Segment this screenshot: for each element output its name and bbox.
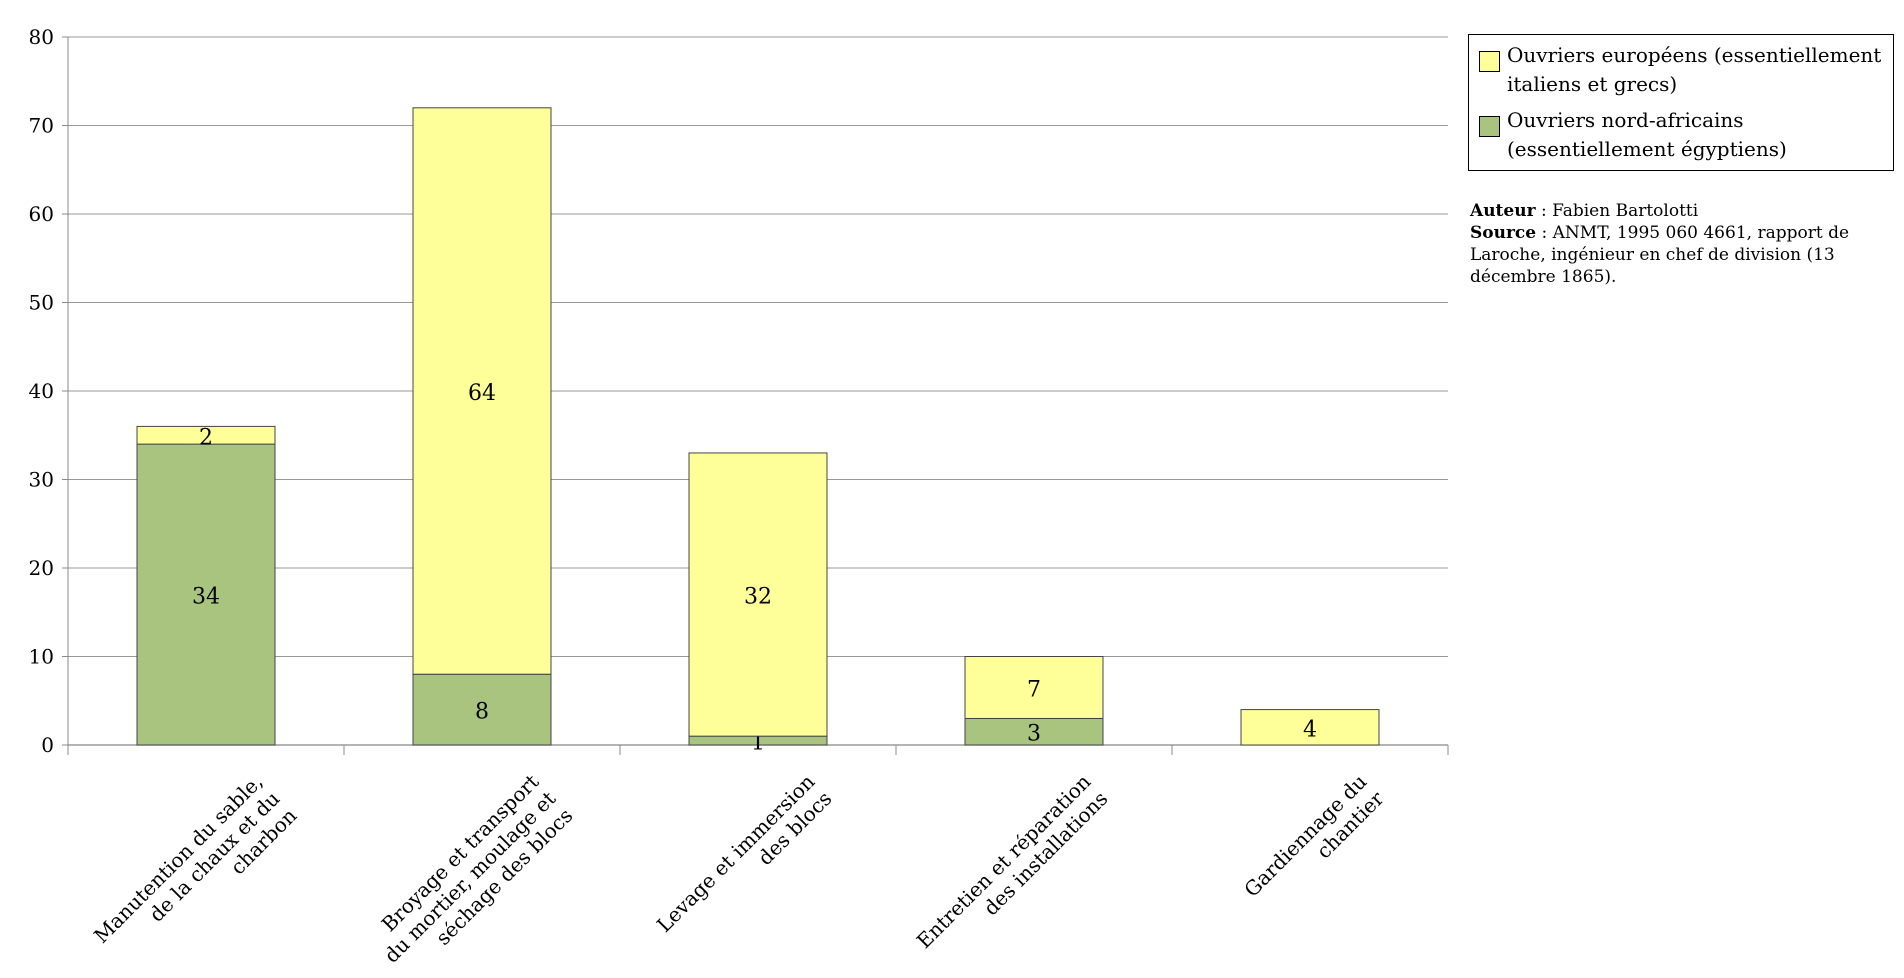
data-label-european-3: 7 (1027, 677, 1041, 702)
author-label: Auteur (1470, 201, 1536, 221)
data-label-north-african-2: 1 (751, 731, 765, 756)
source-label: Source (1470, 223, 1537, 243)
x-category-label-3: Entretien et réparationdes installations (912, 769, 1113, 970)
legend: Ouvriers européens (essentiellement ital… (1468, 34, 1894, 171)
x-category-label-2: Levage et immersiondes blocs (652, 769, 837, 954)
y-tick-label-30: 30 (29, 468, 54, 492)
y-tick-label-0: 0 (41, 733, 54, 757)
x-category-label-line: Levage et immersion (652, 769, 820, 937)
author-value: : Fabien Bartolotti (1535, 201, 1699, 221)
bar-north-african-1 (412, 673, 552, 746)
data-label-european-4: 4 (1303, 717, 1317, 742)
data-label-european-0: 2 (199, 425, 213, 450)
y-tick-label-50: 50 (29, 291, 54, 315)
source-value: : ANMT, 1995 060 4661, rapport de Laroch… (1470, 223, 1850, 287)
x-category-label-line: du mortier, moulage et (379, 786, 560, 967)
data-label-north-african-0: 34 (192, 585, 220, 610)
y-tick-label-40: 40 (29, 379, 54, 403)
legend-label-north-african: Ouvriers nord-africains (essentiellement… (1507, 108, 1787, 161)
data-label-north-african-3: 3 (1027, 722, 1041, 747)
legend-swatch-north-african (1479, 116, 1500, 137)
bar-european-4 (1240, 709, 1380, 746)
legend-label-european: Ouvriers européens (essentiellement ital… (1507, 43, 1882, 96)
data-label-european-2: 32 (744, 585, 772, 610)
data-label-north-african-1: 8 (475, 700, 489, 725)
bar-european-1 (412, 107, 552, 675)
source-note: Auteur : Fabien Bartolotti Source : ANMT… (1470, 200, 1890, 288)
bar-european-2 (688, 452, 828, 737)
legend-item-european: Ouvriers européens (essentiellement ital… (1479, 41, 1892, 99)
y-tick-label-10: 10 (29, 645, 54, 669)
y-tick-label-20: 20 (29, 556, 54, 580)
x-category-label-0: Manutention du sable,de la chaux et duch… (89, 769, 301, 978)
y-tick-label-60: 60 (29, 202, 54, 226)
data-label-european-1: 64 (468, 381, 496, 406)
x-category-label-4: Gardiennage duchantier (1239, 769, 1388, 918)
y-tick-label-70: 70 (29, 114, 54, 138)
bar-european-3 (964, 656, 1104, 719)
x-category-label-line: Entretien et réparation (912, 769, 1096, 953)
y-tick-label-80: 80 (29, 25, 54, 49)
x-category-label-1: Broyage et transportdu mortier, moulage … (362, 769, 577, 978)
legend-swatch-european (1479, 51, 1500, 72)
legend-item-north-african: Ouvriers nord-africains (essentiellement… (1479, 106, 1892, 164)
bar-european-0 (136, 425, 276, 445)
bar-north-african-0 (136, 443, 276, 746)
